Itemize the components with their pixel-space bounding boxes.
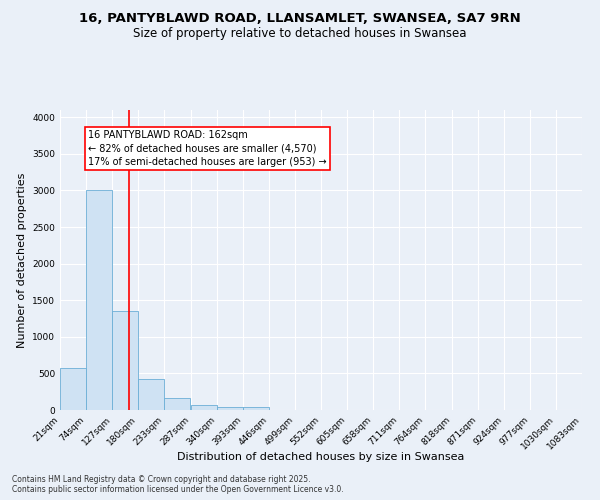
Y-axis label: Number of detached properties: Number of detached properties xyxy=(17,172,26,348)
Bar xyxy=(86,190,112,410)
Bar xyxy=(164,398,190,410)
Text: Contains HM Land Registry data © Crown copyright and database right 2025.
Contai: Contains HM Land Registry data © Crown c… xyxy=(12,474,344,494)
Text: 16, PANTYBLAWD ROAD, LLANSAMLET, SWANSEA, SA7 9RN: 16, PANTYBLAWD ROAD, LLANSAMLET, SWANSEA… xyxy=(79,12,521,26)
Bar xyxy=(217,407,243,410)
Bar xyxy=(243,408,269,410)
Bar xyxy=(112,311,138,410)
Bar xyxy=(60,368,86,410)
Text: Size of property relative to detached houses in Swansea: Size of property relative to detached ho… xyxy=(133,28,467,40)
Text: Distribution of detached houses by size in Swansea: Distribution of detached houses by size … xyxy=(178,452,464,462)
Bar xyxy=(138,378,164,410)
Bar xyxy=(191,405,217,410)
Text: 16 PANTYBLAWD ROAD: 162sqm
← 82% of detached houses are smaller (4,570)
17% of s: 16 PANTYBLAWD ROAD: 162sqm ← 82% of deta… xyxy=(88,130,326,167)
